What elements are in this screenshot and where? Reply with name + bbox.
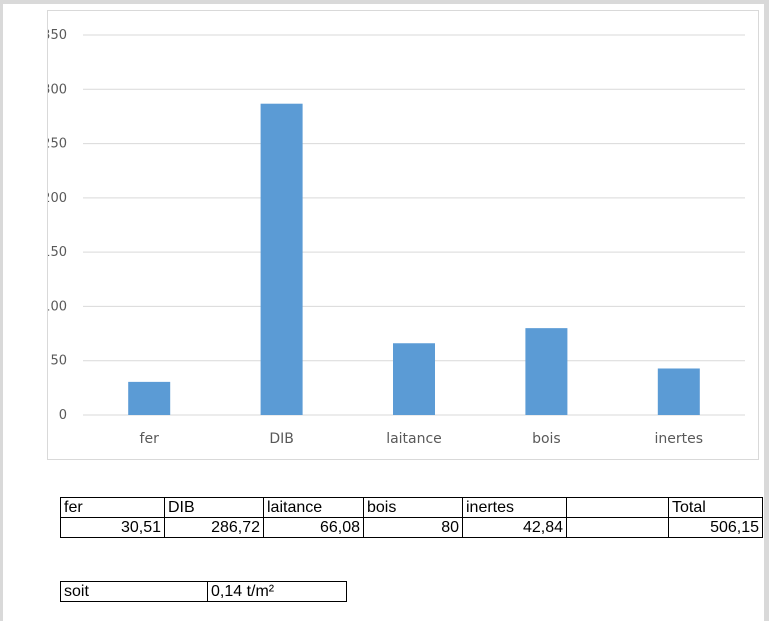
table-header-cell: inertes (462, 497, 567, 518)
table-header-cell: DIB (164, 497, 264, 518)
y-tick-label: 200 (48, 191, 67, 206)
frame-left (0, 0, 3, 621)
table-header-cell: laitance (263, 497, 364, 518)
x-tick-label: DIB (269, 431, 294, 447)
table-header-cell: Total (668, 497, 763, 518)
y-tick-label: 350 (48, 28, 67, 43)
summary-label: soit (64, 583, 89, 600)
summary-table: soit 0,14 t/m² (60, 581, 347, 602)
summary-row: soit 0,14 t/m² (60, 581, 347, 602)
x-tick-label: inertes (655, 431, 704, 447)
table-value-cell: 66,08 (263, 517, 364, 538)
table-header-cell: bois (363, 497, 463, 518)
y-tick-label: 300 (48, 82, 67, 97)
bar-chart: 0 50 100 150 200 250 300 350 fer DIB laitance bois i… (48, 28, 745, 447)
x-tick-label: fer (140, 431, 160, 447)
table-value-cell: 30,51 (60, 517, 165, 538)
data-table: fer DIB laitance bois inertes Total 30,5… (60, 497, 763, 538)
table-value-cell (566, 517, 669, 538)
y-tick-label: 150 (48, 245, 67, 260)
table-header-cell (566, 497, 669, 518)
table-value-cell: 286,72 (164, 517, 264, 538)
bar-fer (128, 381, 171, 415)
table-header-cell: fer (60, 497, 165, 518)
bar-DIB (260, 103, 303, 415)
summary-cell: soit (60, 581, 208, 602)
table-value-cell: 42,84 (462, 517, 567, 538)
y-tick-label: 50 (50, 354, 67, 369)
frame-right (764, 0, 769, 621)
summary-value-cell: 0,14 t/m² (207, 581, 347, 602)
x-tick-label: bois (532, 431, 561, 447)
chart-area: 0 50 100 150 200 250 300 350 fer DIB laitance bois i… (47, 10, 759, 460)
x-tick-label: laitance (386, 431, 442, 447)
frame-top (0, 0, 769, 4)
table-value-cell: 80 (363, 517, 463, 538)
bar-laitance (393, 343, 435, 415)
y-tick-label: 0 (59, 408, 67, 423)
bar-bois (525, 328, 568, 415)
y-tick-label: 100 (48, 299, 67, 314)
bar-inertes (657, 368, 700, 415)
summary-value: 0,14 t/m² (211, 583, 275, 600)
table-value-cell: 506,15 (668, 517, 763, 538)
table-header-row: fer DIB laitance bois inertes Total (60, 497, 763, 518)
y-tick-label: 250 (48, 137, 67, 152)
table-value-row: 30,51 286,72 66,08 80 42,84 506,15 (60, 517, 763, 538)
